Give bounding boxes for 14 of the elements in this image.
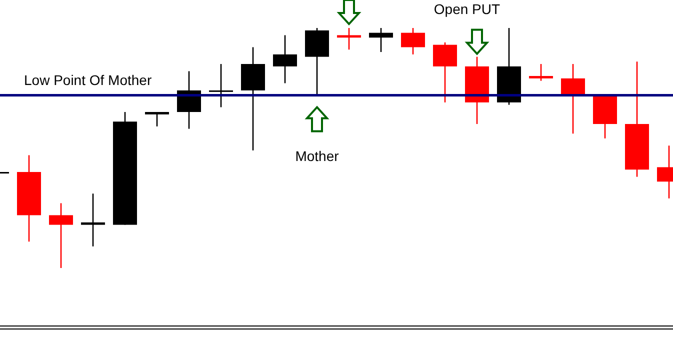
candlestick bbox=[209, 63, 233, 108]
candlestick bbox=[401, 27, 425, 56]
candlestick bbox=[145, 111, 169, 128]
candlestick bbox=[433, 42, 457, 104]
ref-line-label: Low Point Of Mother bbox=[24, 72, 152, 88]
candlestick bbox=[561, 63, 585, 134]
candlestick bbox=[369, 27, 393, 53]
annotation: Mother bbox=[295, 148, 340, 164]
candlestick bbox=[337, 27, 361, 50]
candlestick bbox=[81, 192, 105, 248]
text: Open PUT bbox=[434, 1, 501, 17]
candlestick bbox=[49, 202, 73, 269]
candlestick bbox=[529, 63, 553, 82]
candlestick bbox=[273, 34, 297, 84]
